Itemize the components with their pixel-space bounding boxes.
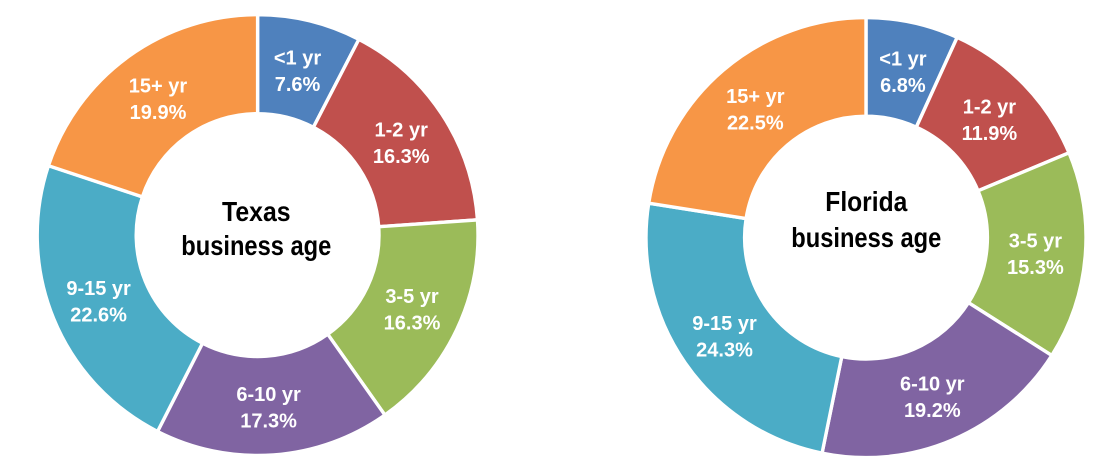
svg-text:<1 yr: <1 yr bbox=[274, 47, 321, 69]
svg-text:business age: business age bbox=[181, 230, 331, 261]
svg-text:6-10 yr: 6-10 yr bbox=[900, 373, 965, 395]
svg-text:7.6%: 7.6% bbox=[275, 74, 321, 96]
svg-text:Texas: Texas bbox=[222, 196, 291, 227]
svg-text:1-2 yr: 1-2 yr bbox=[963, 97, 1017, 119]
svg-text:15+ yr: 15+ yr bbox=[726, 86, 785, 108]
svg-text:19.9%: 19.9% bbox=[130, 102, 187, 124]
svg-text:19.2%: 19.2% bbox=[904, 400, 961, 422]
svg-text:9-15 yr: 9-15 yr bbox=[66, 278, 131, 300]
svg-text:15+ yr: 15+ yr bbox=[129, 75, 188, 97]
svg-text:24.3%: 24.3% bbox=[696, 339, 753, 361]
svg-text:6.8%: 6.8% bbox=[880, 75, 926, 97]
svg-text:business age: business age bbox=[791, 222, 941, 253]
svg-text:9-15 yr: 9-15 yr bbox=[692, 313, 757, 335]
svg-text:Florida: Florida bbox=[825, 186, 908, 217]
svg-text:22.5%: 22.5% bbox=[727, 112, 784, 134]
svg-text:22.6%: 22.6% bbox=[70, 304, 127, 326]
svg-text:<1 yr: <1 yr bbox=[879, 48, 926, 70]
svg-text:16.3%: 16.3% bbox=[384, 313, 441, 335]
svg-text:3-5 yr: 3-5 yr bbox=[385, 286, 439, 308]
svg-text:1-2 yr: 1-2 yr bbox=[375, 119, 429, 141]
svg-text:15.3%: 15.3% bbox=[1007, 257, 1064, 279]
svg-text:11.9%: 11.9% bbox=[962, 123, 1018, 145]
svg-text:17.3%: 17.3% bbox=[240, 410, 297, 432]
svg-text:6-10 yr: 6-10 yr bbox=[236, 384, 301, 406]
svg-text:3-5 yr: 3-5 yr bbox=[1009, 231, 1063, 253]
svg-text:16.3%: 16.3% bbox=[373, 146, 430, 168]
